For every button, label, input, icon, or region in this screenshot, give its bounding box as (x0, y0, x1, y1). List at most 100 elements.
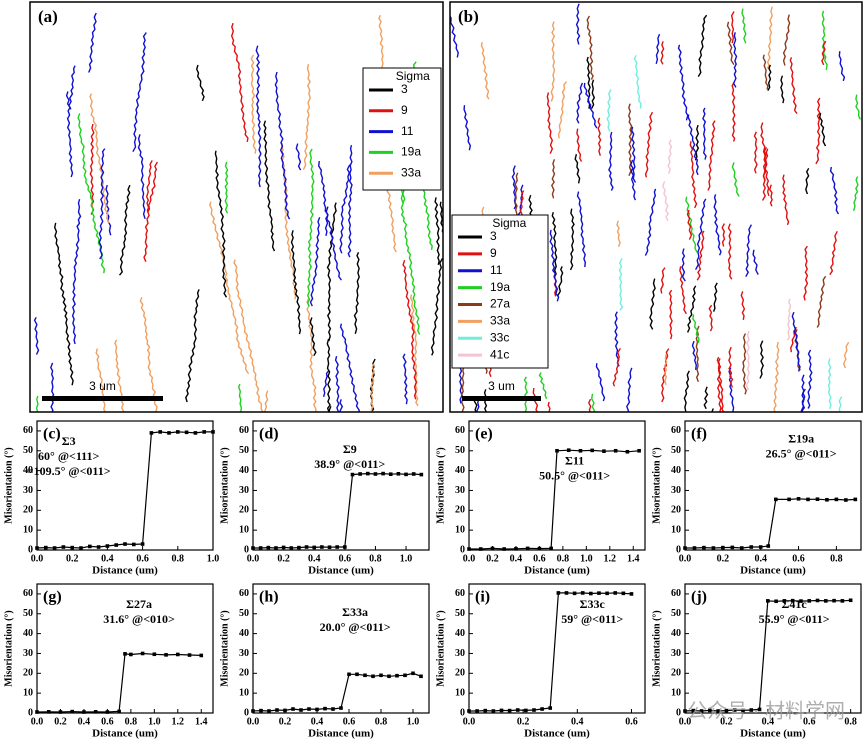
grain-boundary (842, 341, 850, 369)
data-point (35, 710, 39, 714)
data-point (549, 546, 553, 551)
x-tick-label: 1.0 (580, 553, 593, 564)
grain-boundary (660, 41, 665, 65)
grain-boundary (233, 259, 264, 412)
data-point (692, 546, 697, 550)
plot-frame (36, 583, 214, 714)
data-point (275, 708, 279, 712)
x-tick-label: 1.2 (604, 553, 617, 564)
grain-boundary (668, 289, 673, 340)
data-point (621, 591, 626, 596)
data-point (387, 674, 391, 679)
y-tick-label: 60 (239, 425, 249, 436)
legend-label: 3 (401, 82, 408, 96)
y-axis-label: Misorientation (°) (3, 610, 14, 686)
grain-boundary (731, 162, 740, 197)
annotation: 55.9° @<011> (759, 612, 830, 626)
x-tick-label: 0.2 (54, 716, 67, 727)
data-point (46, 710, 51, 714)
x-tick-label: 0.4 (308, 553, 321, 564)
data-point (176, 652, 180, 657)
grain-boundary (146, 161, 159, 213)
x-tick-label: 0.4 (101, 553, 114, 564)
legend-label: 11 (490, 263, 503, 277)
grain-boundary (77, 113, 106, 274)
legend-label: 19a (401, 145, 421, 159)
data-point (853, 497, 858, 502)
data-point (739, 546, 744, 550)
y-tick-label: 10 (455, 687, 465, 698)
grain-boundary (576, 82, 584, 124)
grain-boundary (590, 393, 596, 412)
data-point (381, 471, 385, 476)
grain-boundary (334, 356, 340, 412)
data-point (555, 448, 559, 453)
grain-boundary (838, 396, 843, 412)
grain-boundary (557, 266, 564, 297)
grain-boundary (741, 8, 747, 44)
grain-boundary (816, 275, 827, 328)
x-tick-label: 0.0 (31, 716, 44, 727)
annotation: Σ19a (788, 432, 814, 446)
data-point (766, 544, 771, 548)
data-point (540, 707, 544, 711)
data-point (35, 546, 39, 550)
annotation: 60° @<111> (38, 449, 99, 463)
data-point (199, 653, 204, 658)
data-point (123, 542, 127, 546)
grain-boundary (546, 92, 554, 154)
data-point (411, 671, 415, 676)
data-point (807, 599, 812, 603)
data-point (379, 673, 383, 678)
data-point (683, 546, 687, 550)
grain-boundary (712, 282, 718, 312)
grain-boundary (689, 141, 698, 209)
data-point (343, 545, 347, 549)
grain-boundary (612, 348, 621, 387)
x-tick-label: 0.4 (78, 716, 91, 727)
grain-boundary (827, 358, 832, 410)
data-point (388, 472, 393, 476)
annotation: Σ33a (342, 605, 368, 619)
panel-label: (i) (475, 589, 490, 606)
grain-boundary (782, 174, 790, 226)
annotation: Σ11 (565, 454, 584, 468)
plot-frame (252, 583, 430, 714)
data-point (96, 545, 101, 549)
grain-boundary (789, 57, 798, 115)
legend-label: 27a (490, 297, 510, 311)
grain-boundary (662, 181, 670, 222)
data-point (320, 545, 324, 549)
x-tick-label: 0.2 (720, 716, 733, 727)
grain-boundary (195, 64, 205, 102)
grain-boundary (694, 198, 707, 270)
grain-boundary (805, 167, 810, 195)
data-point (844, 498, 848, 502)
x-tick-label: 0.4 (311, 716, 324, 727)
data-point (580, 591, 585, 595)
x-tick-label: 1.2 (172, 716, 185, 727)
data-point (806, 497, 810, 502)
grain-boundary (50, 362, 55, 412)
data-line (252, 672, 422, 712)
y-tick-label: 0 (460, 707, 465, 718)
data-point (211, 430, 215, 434)
legend-label: 19a (490, 280, 510, 294)
y-tick-label: 50 (239, 608, 249, 619)
data-point (114, 543, 118, 547)
grain-boundary (409, 294, 419, 407)
data-point (70, 545, 74, 550)
y-axis-label: Misorientation (°) (435, 610, 446, 686)
grain-boundary (818, 112, 827, 147)
x-tick-label: 0.6 (625, 716, 638, 727)
grain-boundary (630, 126, 637, 183)
grain-boundary (855, 94, 862, 120)
plot-frame (252, 420, 430, 551)
data-point (730, 545, 735, 550)
y-tick-label: 40 (671, 465, 681, 476)
plot-frame (36, 420, 214, 551)
data-point (117, 709, 121, 714)
y-tick-label: 40 (239, 628, 249, 639)
plot-frame (468, 420, 646, 551)
y-tick-label: 0 (676, 707, 681, 718)
